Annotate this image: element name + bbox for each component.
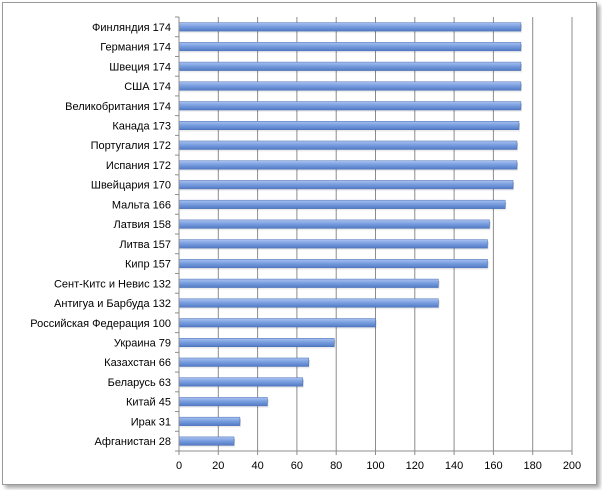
category-label-14: Антигуа и Барбуда 132 <box>54 298 171 310</box>
category-label-19: Китай 45 <box>126 397 171 409</box>
category-label-17: Казахстан 66 <box>104 357 171 369</box>
bar-5 <box>178 121 520 130</box>
category-label-10: Латвия 158 <box>114 219 172 231</box>
bar-2 <box>178 61 522 71</box>
category-label-4: Великобритания 174 <box>65 101 171 113</box>
x-tick-label-100: 100 <box>366 460 384 472</box>
bar-7 <box>178 160 518 170</box>
category-label-7: Испания 172 <box>106 160 171 172</box>
x-tick-label-40: 40 <box>251 460 263 472</box>
bar-16 <box>178 338 335 347</box>
category-label-5: Канада 173 <box>112 121 171 133</box>
bar-11 <box>178 239 488 249</box>
x-tick-label-60: 60 <box>291 460 303 472</box>
bar-14 <box>178 298 439 308</box>
bar-6 <box>178 140 518 150</box>
x-tick-label-200: 200 <box>563 460 581 472</box>
category-label-3: США 174 <box>124 81 171 93</box>
category-label-1: Германия 174 <box>100 42 171 54</box>
x-axis: 0 20 40 60 80 100 120 140 160 180 200 <box>175 16 581 472</box>
x-tick-label-120: 120 <box>406 460 424 472</box>
bar-4 <box>178 101 522 111</box>
category-label-11: Литва 157 <box>119 239 171 251</box>
category-label-9: Мальта 166 <box>112 199 171 211</box>
bar-20 <box>178 416 241 426</box>
bar-18 <box>178 377 304 387</box>
x-tick-label-20: 20 <box>212 460 224 472</box>
category-label-12: Кипр 157 <box>125 259 171 271</box>
bar-15 <box>178 318 376 328</box>
category-label-13: Сент-Китс и Невис 132 <box>54 278 171 290</box>
bar-0 <box>178 22 522 32</box>
category-labels: Финляндия 174 Германия 174 Швеция 174 США 1… <box>30 22 171 448</box>
bar-19 <box>178 397 268 407</box>
bar-1 <box>178 42 522 52</box>
bar-9 <box>178 199 506 209</box>
bar-17 <box>178 357 309 367</box>
bar-13 <box>178 278 439 288</box>
category-label-16: Украина 79 <box>114 338 171 350</box>
x-tick-label-80: 80 <box>330 460 342 472</box>
bar-3 <box>178 81 522 91</box>
category-label-15: Российская Федерация 100 <box>30 318 171 330</box>
category-label-0: Финляндия 174 <box>92 22 171 34</box>
x-tick-label-160: 160 <box>484 460 502 472</box>
x-tick-label-180: 180 <box>524 460 542 472</box>
bar-21 <box>178 436 235 446</box>
category-label-20: Ирак 31 <box>131 416 171 428</box>
bars <box>178 22 522 448</box>
category-label-8: Швейцария 170 <box>91 180 171 192</box>
bar-8 <box>178 180 514 190</box>
x-tick-label-140: 140 <box>445 460 463 472</box>
category-label-21: Афганистан 28 <box>94 436 171 448</box>
category-label-6: Португалия 172 <box>91 140 171 152</box>
category-label-2: Швеция 174 <box>109 61 171 73</box>
x-tick-label-0: 0 <box>176 460 182 472</box>
bar-10 <box>178 219 490 229</box>
bar-12 <box>178 259 488 269</box>
category-label-18: Беларусь 63 <box>108 377 171 389</box>
